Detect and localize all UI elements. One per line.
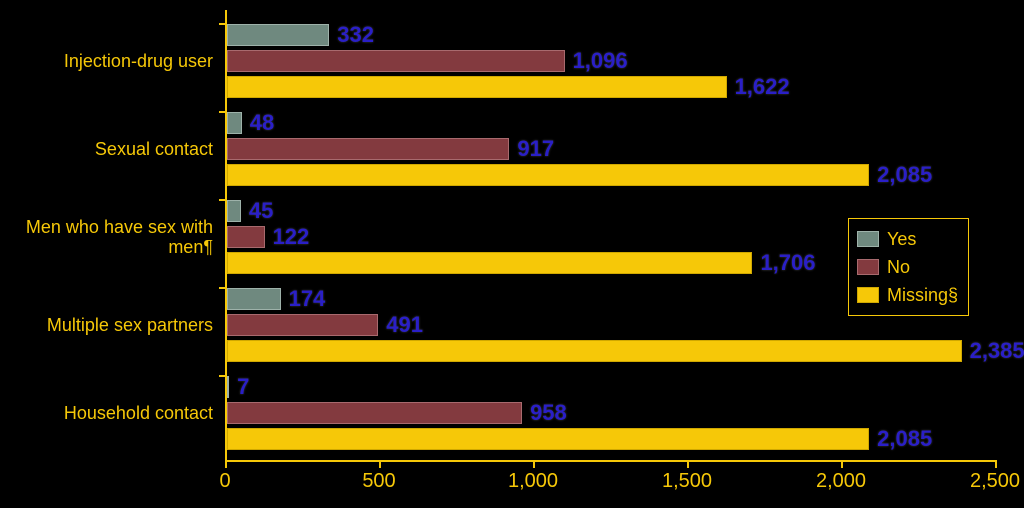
bar (227, 50, 565, 72)
x-tick-label: 2,500 (970, 470, 1020, 493)
legend-swatch (857, 287, 879, 303)
bar-value-label: 491 (386, 312, 423, 338)
legend-swatch (857, 231, 879, 247)
x-tick (225, 460, 227, 468)
bar-value-label: 2,385 (970, 338, 1024, 364)
legend-row: Missing§ (857, 281, 958, 309)
bar (227, 428, 869, 450)
category-label: Sexual contact (3, 139, 213, 159)
x-tick-label: 2,000 (816, 470, 866, 493)
bar-value-label: 45 (249, 198, 273, 224)
bar (227, 226, 265, 248)
bar (227, 252, 752, 274)
bar (227, 24, 329, 46)
legend-label: No (887, 257, 910, 278)
bar (227, 164, 869, 186)
bar-value-label: 122 (273, 224, 310, 250)
category-tick (219, 375, 227, 377)
bar-value-label: 1,706 (760, 250, 815, 276)
x-tick (533, 460, 535, 468)
bar (227, 314, 378, 336)
legend-label: Missing§ (887, 285, 958, 306)
bar-value-label: 174 (289, 286, 326, 312)
bar-value-label: 917 (517, 136, 554, 162)
category-group: Sexual contact489172,085 (227, 112, 997, 186)
legend: Yes No Missing§ (848, 218, 969, 316)
category-group: Injection-drug user3321,0961,622 (227, 24, 997, 98)
category-tick (219, 199, 227, 201)
bar (227, 112, 242, 134)
bar-value-label: 2,085 (877, 162, 932, 188)
category-tick (219, 111, 227, 113)
bar (227, 288, 281, 310)
x-tick (995, 460, 997, 468)
x-axis: 05001,0001,5002,0002,500 (225, 460, 995, 500)
legend-label: Yes (887, 229, 916, 250)
bar (227, 138, 509, 160)
x-tick (687, 460, 689, 468)
legend-row: Yes (857, 225, 958, 253)
category-tick (219, 23, 227, 25)
bar-value-label: 48 (250, 110, 274, 136)
category-label: Men who have sex with men¶ (3, 217, 213, 257)
bar (227, 376, 229, 398)
bar (227, 340, 962, 362)
bar (227, 402, 522, 424)
x-tick-label: 0 (219, 470, 230, 493)
category-label: Injection-drug user (3, 51, 213, 71)
x-tick (379, 460, 381, 468)
category-tick (219, 287, 227, 289)
bar-value-label: 1,096 (573, 48, 628, 74)
grouped-bar-chart: Injection-drug user 332 1,096 1,622 Sexual c… (0, 0, 1024, 508)
bar (227, 200, 241, 222)
bar (227, 76, 727, 98)
x-tick-label: 500 (362, 470, 395, 493)
bar-value-label: 7 (237, 374, 249, 400)
bar-value-label: 1,622 (735, 74, 790, 100)
legend-swatch (857, 259, 879, 275)
bar-value-label: 332 (337, 22, 374, 48)
category-label: Household contact (3, 403, 213, 423)
x-tick-label: 1,500 (662, 470, 712, 493)
x-tick (841, 460, 843, 468)
bar-value-label: 2,085 (877, 426, 932, 452)
legend-row: No (857, 253, 958, 281)
bar-value-label: 958 (530, 400, 567, 426)
category-group: Household contact79582,085 (227, 376, 997, 450)
x-tick-label: 1,000 (508, 470, 558, 493)
category-label: Multiple sex partners (3, 315, 213, 335)
